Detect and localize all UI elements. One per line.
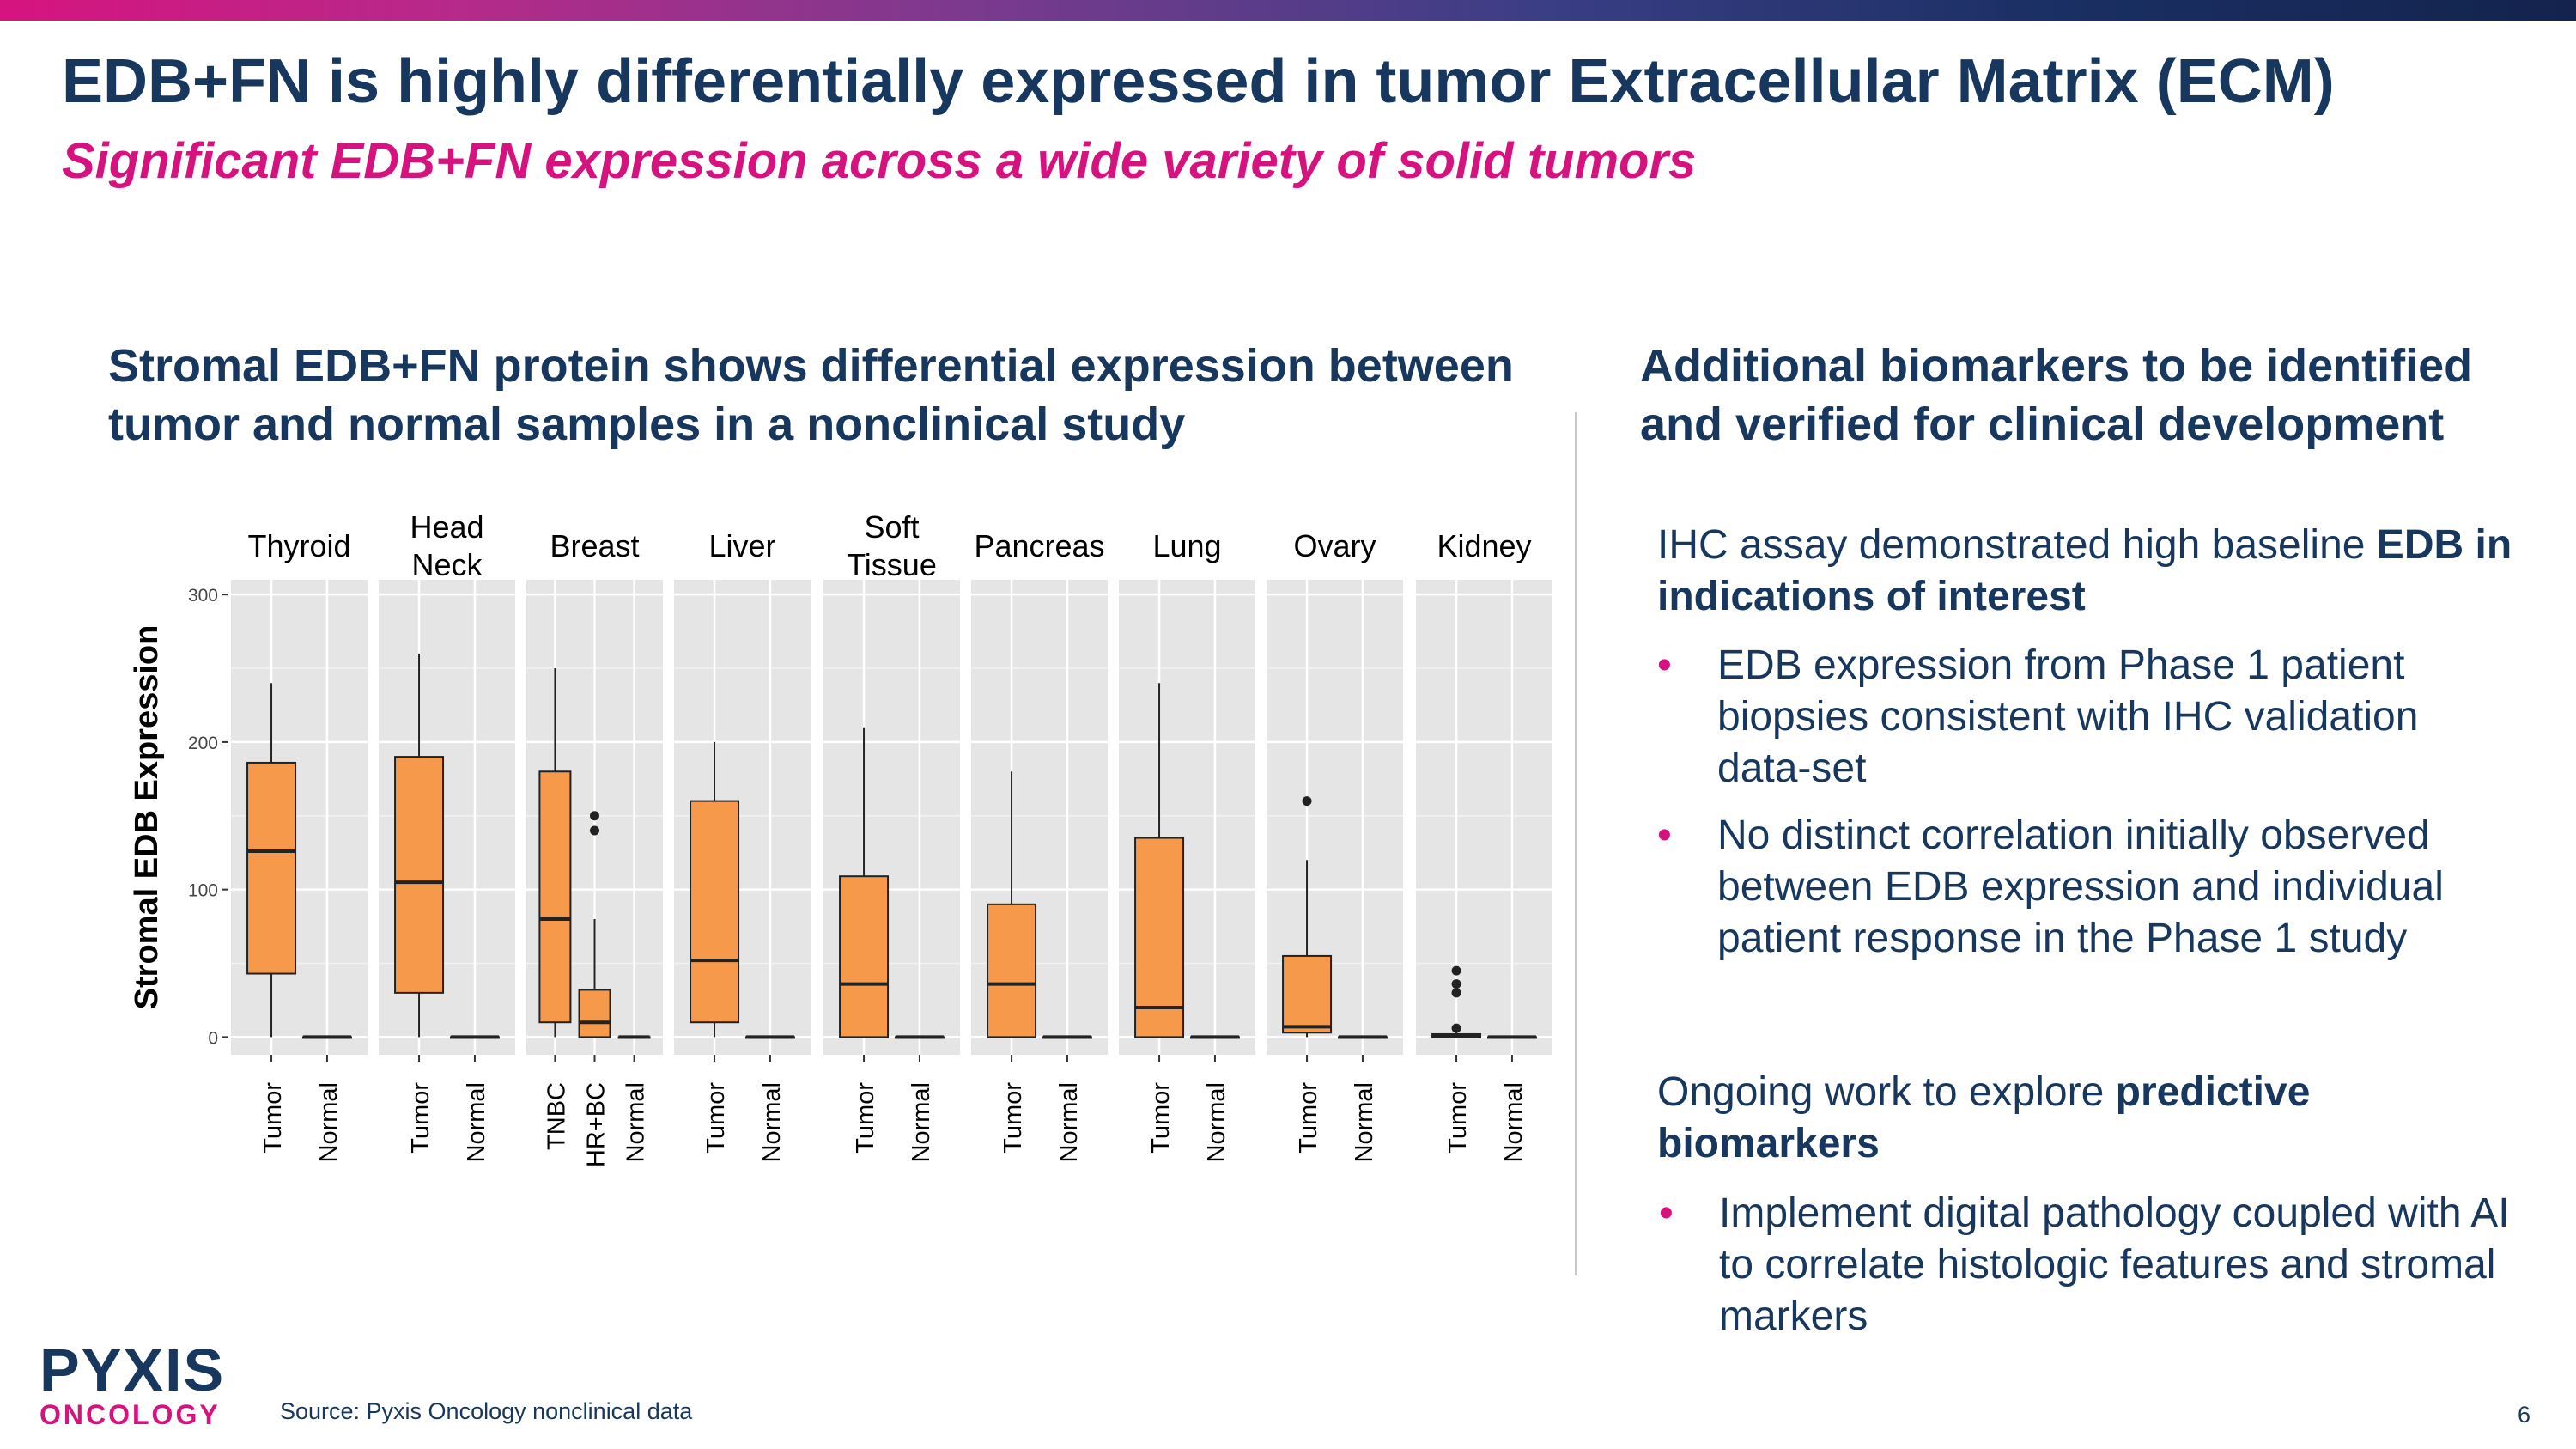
box [394,756,445,994]
bullet-dot: • [1657,813,1672,858]
bullet-item-2: • No distinct correlation initially obse… [1657,810,2516,965]
box [1282,954,1333,1034]
outlier-point [1451,979,1461,989]
bullet-text-1: EDB expression from Phase 1 patient biop… [1717,642,2419,791]
y-axis-label: Stromal EDB Expression [129,625,165,1010]
outlier-point [590,811,599,821]
logo-subtext: ONCOLOGY [39,1399,221,1430]
bullet-text-2: No distinct correlation initially observ… [1717,813,2444,961]
x-tick-label: Normal [315,1082,343,1162]
paragraph-ihc-text: IHC assay demonstrated high baseline [1657,522,2377,568]
box [690,800,740,1024]
facet-label: Soft [864,509,919,545]
facet-label: Ovary [1293,528,1376,563]
y-tick-label: 100 [188,881,218,901]
bullet-dot: • [1659,1190,1674,1236]
paragraph-ongoing-text: Ongoing work to explore [1657,1069,2116,1115]
paragraph-ihc-bold: EDB in indications of interest [1657,522,2512,619]
company-logo: PYXIS ONCOLOGY [39,1340,225,1429]
outlier-point [1302,796,1312,807]
paragraph-ongoing-bold: predictive biomarkers [1657,1069,2311,1166]
column-divider [1575,412,1577,1275]
slide-title: EDB+FN is highly differentially expresse… [62,47,2335,116]
box [1134,837,1185,1038]
box [538,770,572,1024]
bullet-item-1: • EDB expression from Phase 1 patient bi… [1657,640,2516,795]
x-tick-label: Normal [908,1082,935,1162]
facet-panel [1416,580,1552,1055]
slide-subtitle: Significant EDB+FN expression across a w… [62,133,1697,189]
facet-label: Pancreas [974,528,1104,563]
box [578,989,611,1038]
top-gradient-bar [0,0,2576,21]
page-number: 6 [2518,1402,2531,1428]
bullet-text-3: Implement digital pathology coupled with… [1719,1190,2510,1339]
x-tick-label: Tumor [852,1082,879,1154]
facet-label: Head [410,509,483,545]
x-tick-label: Tumor [1295,1082,1322,1154]
bullet-dot: • [1657,642,1672,688]
outlier-point [1451,965,1461,976]
logo-wordmark: PYXIS [39,1336,226,1403]
x-tick-label: HR+BC [583,1082,611,1167]
outlier-point [590,825,599,836]
x-tick-label: Normal [623,1082,650,1162]
x-tick-label: Tumor [702,1082,730,1154]
x-tick-label: Tumor [1147,1082,1175,1154]
facet-label: Neck [411,547,483,582]
box [246,761,297,975]
box [839,875,890,1038]
x-tick-label: Tumor [999,1082,1027,1154]
facet-label: Breast [550,528,639,563]
left-heading: Stromal EDB+FN protein shows differentia… [108,340,1514,450]
facet-label: Lung [1152,528,1221,563]
facet-label: Liver [708,528,775,563]
x-tick-label: Normal [463,1082,490,1162]
source-note: Source: Pyxis Oncology nonclinical data [280,1398,693,1424]
x-tick-label: Normal [1055,1082,1083,1162]
x-tick-label: TNBC [543,1082,570,1150]
x-tick-label: Tumor [407,1082,434,1154]
facet-label: Tissue [847,547,937,582]
x-tick-label: Normal [758,1082,786,1162]
paragraph-ongoing: Ongoing work to explore predictive bioma… [1657,1067,2533,1170]
x-tick-label: Normal [1500,1082,1528,1162]
x-tick-label: Normal [1203,1082,1230,1162]
paragraph-ihc: IHC assay demonstrated high baseline EDB… [1657,520,2533,623]
right-heading: Additional biomarkers to be identified a… [1640,340,2473,450]
y-tick-label: 300 [188,586,218,606]
box [987,903,1037,1038]
y-tick-label: 200 [188,734,218,753]
x-tick-label: Normal [1351,1082,1378,1162]
x-tick-label: Tumor [1444,1082,1472,1154]
boxplot-chart: Stromal EDB Expression 0 100 200 300 Thyroid T… [129,509,1552,1167]
y-tick-label: 0 [208,1028,218,1048]
facet-label: Thyroid [247,528,350,563]
outlier-point [1451,988,1461,998]
bullet-item-3: • Implement digital pathology coupled wi… [1659,1188,2518,1342]
outlier-point [1451,1023,1461,1033]
facet-label: Kidney [1437,528,1531,563]
x-tick-label: Tumor [259,1082,287,1154]
